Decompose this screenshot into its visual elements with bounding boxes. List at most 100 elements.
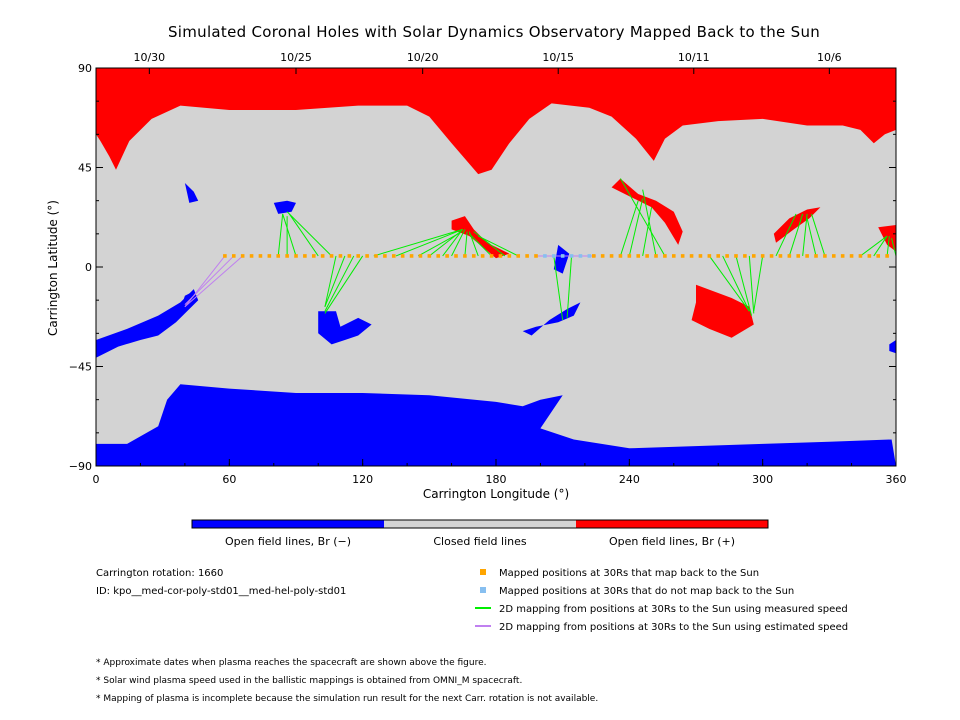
mapped-point-orange xyxy=(591,254,596,258)
mapped-point-orange xyxy=(734,254,738,258)
region-ch-neg-island xyxy=(318,311,372,345)
measured-mapping-line xyxy=(468,233,492,257)
region-ch-neg-southwest xyxy=(96,289,199,358)
run-id-info: ID: kpo__med-cor-poly-std01__med-hel-pol… xyxy=(96,586,346,597)
x-tick-label: 180 xyxy=(486,473,507,486)
measured-mapping-line xyxy=(451,229,466,257)
mapped-point-orange xyxy=(427,254,432,258)
colorbar-label: Open field lines, Br (−) xyxy=(225,535,351,548)
mapped-point-orange xyxy=(671,254,676,258)
region-ch-neg-small-3 xyxy=(522,302,581,336)
x-tick-label: 60 xyxy=(222,473,236,486)
region-ch-pos-mid-3 xyxy=(691,284,754,338)
mapped-point-orange xyxy=(311,254,316,258)
mapped-point-orange xyxy=(645,254,649,258)
mapped-point-orange xyxy=(489,254,494,258)
colorbar-frame xyxy=(191,519,769,529)
measured-mapping-line xyxy=(324,255,337,307)
date-tick-label: 10/6 xyxy=(817,51,842,64)
mapped-point-orange xyxy=(627,254,632,258)
mapped-point-blue xyxy=(578,254,583,258)
measured-mapping-line xyxy=(873,235,888,257)
mapped-point-orange xyxy=(525,254,529,258)
footnote: * Solar wind plasma speed used in the ba… xyxy=(96,676,522,686)
mapped-point-orange xyxy=(258,254,263,258)
mapped-point-orange xyxy=(320,254,325,258)
mapped-point-orange xyxy=(418,254,423,258)
mapped-point-orange xyxy=(654,254,658,258)
y-axis-label: Carrington Latitude (°) xyxy=(46,200,60,336)
mapped-point-orange xyxy=(454,254,458,258)
measured-mapping-line xyxy=(802,213,808,256)
measured-mapping-line xyxy=(748,255,755,314)
mapped-point-orange xyxy=(760,254,765,258)
mapped-point-orange xyxy=(276,254,281,258)
legend-label: 2D mapping from positions at 30Rs to the… xyxy=(499,604,848,615)
date-tick-label: 10/15 xyxy=(542,51,574,64)
region-ch-neg-small-2 xyxy=(180,291,194,309)
legend-label: Mapped positions at 30Rs that map back t… xyxy=(499,568,759,579)
measured-mapping-line xyxy=(735,255,753,316)
x-tick-label: 120 xyxy=(352,473,373,486)
measured-mapping-line xyxy=(417,233,459,257)
mapped-point-orange xyxy=(814,254,818,258)
mapped-point-orange xyxy=(636,254,641,258)
measured-mapping-line xyxy=(324,255,346,307)
mapped-point-orange xyxy=(338,254,343,258)
date-tick-label: 10/20 xyxy=(407,51,439,64)
mapped-point-orange xyxy=(303,254,307,258)
mapped-point-orange xyxy=(831,254,836,258)
mapped-point-orange xyxy=(329,254,334,258)
mapped-point-orange xyxy=(796,254,801,258)
measured-mapping-line xyxy=(566,255,573,318)
mapped-point-orange xyxy=(787,254,792,258)
mapped-point-orange xyxy=(680,254,685,258)
colorbar-segment xyxy=(384,520,576,528)
x-tick-label: 360 xyxy=(886,473,907,486)
measured-mapping-line xyxy=(473,231,506,257)
mapped-point-orange xyxy=(600,254,605,258)
mapped-point-orange xyxy=(823,254,827,258)
y-tick-label: −45 xyxy=(69,361,92,374)
colorbar-label: Closed field lines xyxy=(433,535,527,548)
mapped-point-orange xyxy=(507,254,512,258)
measured-mapping-line xyxy=(806,218,817,257)
measured-mapping-line xyxy=(620,178,666,257)
mapped-positions xyxy=(223,254,889,258)
x-axis-label: Carrington Longitude (°) xyxy=(423,487,569,501)
mapped-point-orange xyxy=(534,254,538,258)
mapped-point-orange xyxy=(480,254,485,258)
mapped-point-blue xyxy=(587,254,592,258)
region-ch-neg-small-1 xyxy=(273,200,296,214)
colorbar: Open field lines, Br (−) Closed field lin… xyxy=(191,519,769,548)
measured-mapping-line xyxy=(286,211,332,257)
region-south-polar-negative xyxy=(96,384,896,466)
mapped-point-blue xyxy=(569,254,574,258)
measured-mapping-line xyxy=(324,255,364,314)
mapped-point-orange xyxy=(769,254,774,258)
measured-mapping-line xyxy=(642,207,653,257)
measured-mapping-line xyxy=(395,228,463,257)
region-ch-neg-small-6 xyxy=(889,340,896,354)
region-ch-pos-mid-5 xyxy=(878,225,896,252)
mapped-point-orange xyxy=(498,254,503,258)
mapped-point-orange xyxy=(698,254,703,258)
colorbar-segment xyxy=(192,520,384,528)
date-tick-label: 10/11 xyxy=(678,51,710,64)
estimated-mapping-line xyxy=(184,255,235,305)
mapped-point-orange xyxy=(294,254,298,258)
measured-mapping-line xyxy=(811,213,826,257)
mapped-point-orange xyxy=(436,254,441,258)
axes: 0 60 120 180 240 300 360 90 45 0 −45 −90 10/30 10/25 1… xyxy=(69,51,907,486)
mapped-point-blue xyxy=(551,254,556,258)
region-ch-neg-small-5 xyxy=(184,183,199,203)
mapped-point-orange xyxy=(409,254,414,258)
mapped-point-blue xyxy=(560,254,565,258)
mapped-point-orange xyxy=(231,254,236,258)
legend-label: 2D mapping from positions at 30Rs to the… xyxy=(499,622,848,633)
measured-speed-mapping-lines xyxy=(277,178,897,321)
measured-mapping-line xyxy=(628,198,644,257)
legend-marker xyxy=(480,587,486,593)
mapped-point-orange xyxy=(249,254,254,258)
mapped-point-orange xyxy=(267,254,272,258)
